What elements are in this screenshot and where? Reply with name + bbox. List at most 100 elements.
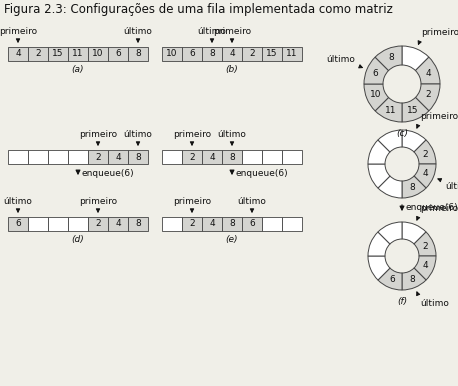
Wedge shape <box>402 268 426 290</box>
Bar <box>28 150 48 164</box>
Bar <box>8 217 28 231</box>
Text: 8: 8 <box>388 53 394 62</box>
Text: 4: 4 <box>209 220 215 229</box>
Text: Figura 2.3: Configurações de uma fila implementada como matriz: Figura 2.3: Configurações de uma fila im… <box>4 3 393 16</box>
Bar <box>262 150 282 164</box>
Text: último: último <box>446 182 458 191</box>
Text: 4: 4 <box>229 49 235 59</box>
Text: último: último <box>326 56 355 64</box>
Wedge shape <box>414 232 436 256</box>
Text: primeiro: primeiro <box>421 28 458 37</box>
Text: (c): (c) <box>396 129 408 138</box>
Text: 10: 10 <box>370 90 382 100</box>
Bar <box>128 47 148 61</box>
Bar <box>88 47 108 61</box>
Wedge shape <box>378 176 402 198</box>
Text: 2: 2 <box>425 90 431 100</box>
Bar <box>162 217 182 231</box>
Text: primeiro: primeiro <box>79 130 117 139</box>
Text: 2: 2 <box>95 220 101 229</box>
Text: último: último <box>238 197 267 206</box>
Wedge shape <box>402 130 426 152</box>
Bar <box>48 217 68 231</box>
Text: último: último <box>420 300 449 308</box>
Text: 4: 4 <box>209 152 215 161</box>
Bar <box>8 47 28 61</box>
Wedge shape <box>414 256 436 280</box>
Wedge shape <box>375 46 402 71</box>
Wedge shape <box>402 176 426 198</box>
Wedge shape <box>415 84 440 111</box>
Bar <box>182 217 202 231</box>
Text: 11: 11 <box>286 49 298 59</box>
Text: 8: 8 <box>229 152 235 161</box>
Text: 2: 2 <box>423 242 428 251</box>
Text: 2: 2 <box>35 49 41 59</box>
Text: último: último <box>124 27 153 36</box>
Bar <box>222 217 242 231</box>
Bar <box>68 150 88 164</box>
Wedge shape <box>368 140 390 164</box>
Text: 15: 15 <box>407 106 419 115</box>
Wedge shape <box>402 46 429 71</box>
Text: 8: 8 <box>409 183 414 192</box>
Text: 8: 8 <box>229 220 235 229</box>
Bar <box>242 217 262 231</box>
Bar <box>242 150 262 164</box>
Text: 11: 11 <box>385 106 397 115</box>
Text: último: último <box>218 130 246 139</box>
Text: 4: 4 <box>115 220 121 229</box>
Bar <box>48 150 68 164</box>
Text: enqueue(6): enqueue(6) <box>235 169 288 178</box>
Bar <box>222 47 242 61</box>
Text: 10: 10 <box>92 49 104 59</box>
Text: 8: 8 <box>409 275 414 284</box>
Text: enqueue(6): enqueue(6) <box>405 203 458 213</box>
Bar <box>282 217 302 231</box>
Text: 2: 2 <box>189 220 195 229</box>
Wedge shape <box>378 222 402 244</box>
Text: primeiro: primeiro <box>79 197 117 206</box>
Bar <box>68 217 88 231</box>
Wedge shape <box>414 164 436 188</box>
Text: 10: 10 <box>166 49 178 59</box>
Text: primeiro: primeiro <box>420 112 458 120</box>
Text: primeiro: primeiro <box>420 203 458 213</box>
Wedge shape <box>368 256 390 280</box>
Bar <box>202 47 222 61</box>
Bar <box>108 217 128 231</box>
Text: primeiro: primeiro <box>213 27 251 36</box>
Bar <box>28 47 48 61</box>
Text: 2: 2 <box>249 49 255 59</box>
Text: 6: 6 <box>373 69 379 78</box>
Bar <box>262 47 282 61</box>
Bar <box>88 217 108 231</box>
Bar <box>222 150 242 164</box>
Bar <box>8 150 28 164</box>
Text: último: último <box>4 197 33 206</box>
Wedge shape <box>415 57 440 84</box>
Bar <box>182 150 202 164</box>
Text: primeiro: primeiro <box>0 27 37 36</box>
Bar <box>282 150 302 164</box>
Text: 8: 8 <box>135 49 141 59</box>
Bar <box>68 47 88 61</box>
Bar <box>128 150 148 164</box>
Text: enqueue(6): enqueue(6) <box>81 169 134 178</box>
Text: (f): (f) <box>397 297 407 306</box>
Bar <box>282 47 302 61</box>
Text: 8: 8 <box>135 220 141 229</box>
Text: 4: 4 <box>423 261 428 270</box>
Bar <box>128 217 148 231</box>
Text: 11: 11 <box>72 49 84 59</box>
Bar <box>202 217 222 231</box>
Bar <box>262 217 282 231</box>
Text: 8: 8 <box>209 49 215 59</box>
Wedge shape <box>378 130 402 152</box>
Text: 8: 8 <box>135 152 141 161</box>
Bar <box>162 47 182 61</box>
Text: 6: 6 <box>189 49 195 59</box>
Text: 4: 4 <box>425 69 431 78</box>
Wedge shape <box>368 164 390 188</box>
Text: (e): (e) <box>226 235 238 244</box>
